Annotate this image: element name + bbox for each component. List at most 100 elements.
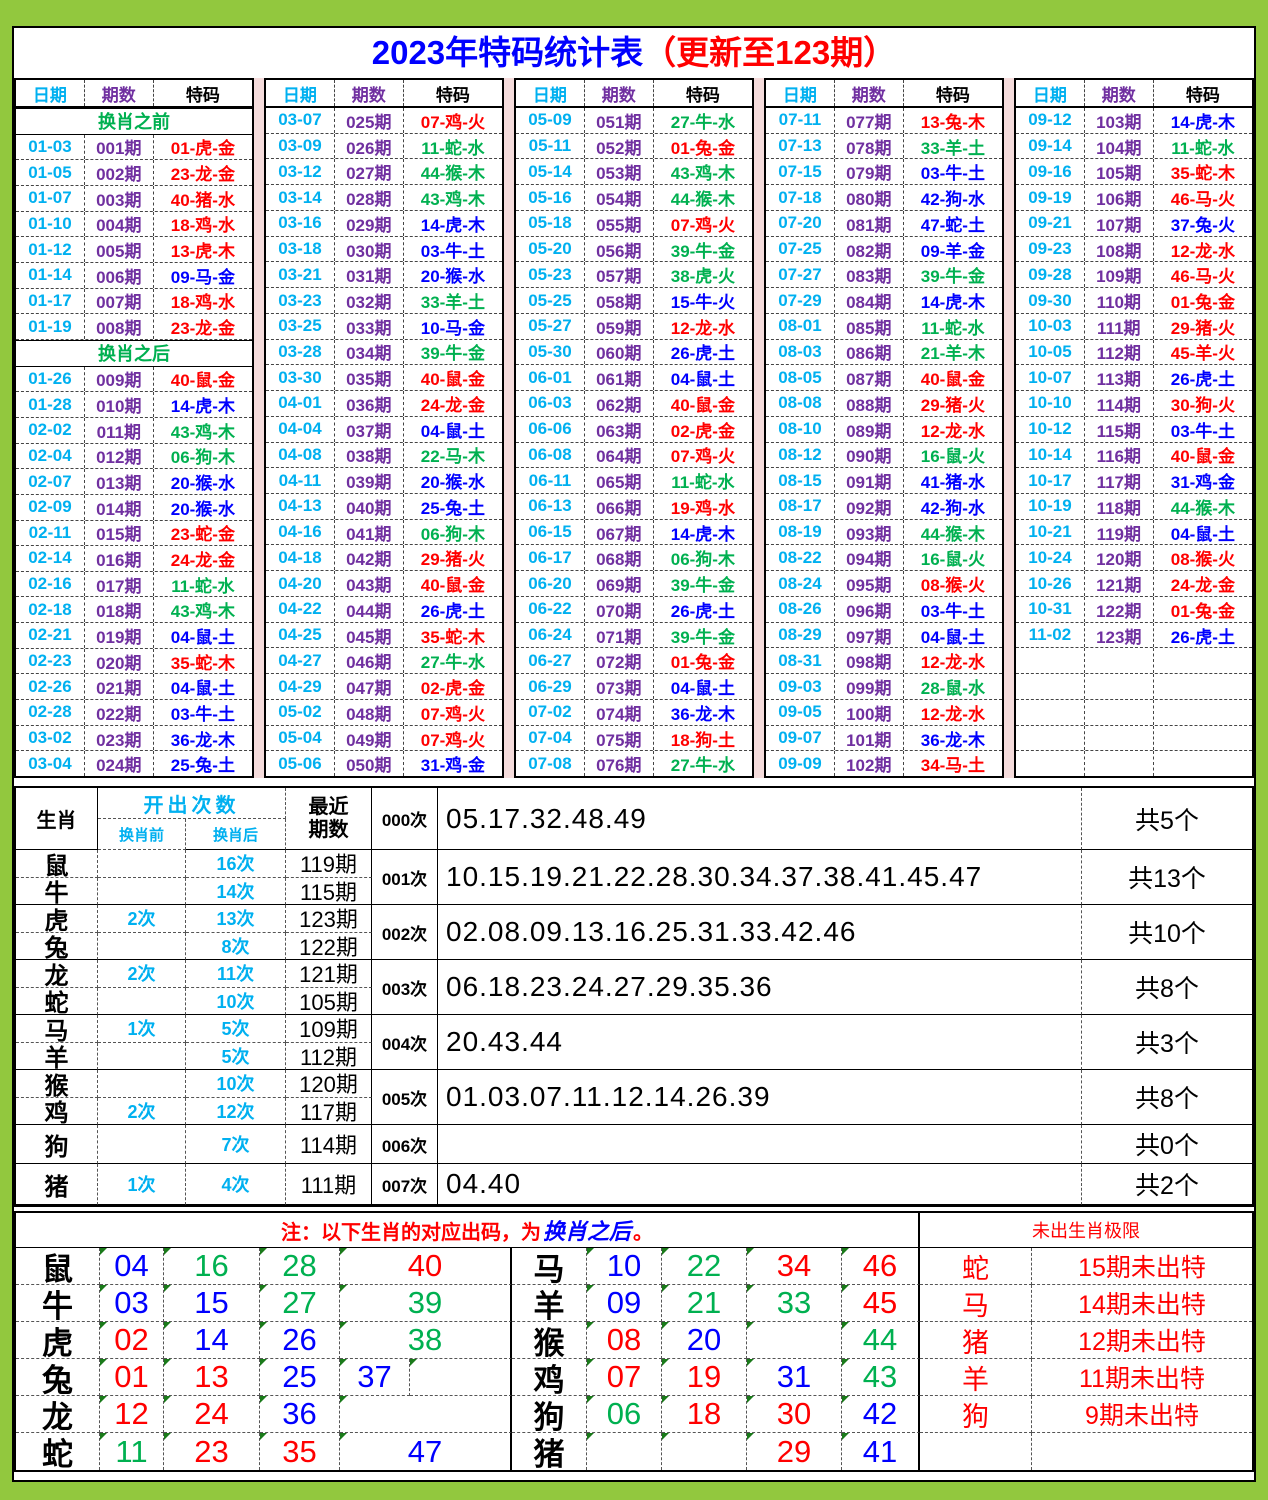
period-cell: 076期: [585, 751, 654, 777]
code-cell: 39-牛-金: [920, 267, 985, 287]
period-cell: 048期: [335, 699, 404, 725]
map-number-cell: 41: [842, 1433, 920, 1470]
period-cell: 041期: [335, 519, 404, 545]
code-cell: 15-牛-火: [670, 293, 735, 313]
numbers-list: 20.43.44: [438, 1015, 1082, 1070]
draw-row: 10-26 121期 24-龙-金: [1016, 571, 1252, 597]
date-cell: 03-18: [266, 236, 335, 262]
draw-row: 03-28 034期 39-牛-金: [266, 339, 502, 366]
period-table: 日期 期数 特码 05-09 051期 27-牛-水 05-11 052期 01…: [514, 78, 754, 778]
draw-row: 06-29 073期 04-鼠-土: [516, 674, 752, 700]
map-number-cell: 10: [587, 1248, 662, 1285]
period-cell: 107期: [1085, 210, 1154, 236]
date-cell: 06-13: [516, 494, 585, 519]
draw-row: 03-30 035期 40-鼠-金: [266, 365, 502, 392]
draw-row: 07-11 077期 13-兔-木: [766, 108, 1002, 134]
limit-zodiac: 猪: [920, 1322, 1032, 1359]
code-cell: 11-蛇-水: [921, 318, 985, 338]
draw-row: 02-23 020期 35-蛇-木: [16, 648, 252, 675]
code-cell: 35-蛇-木: [170, 653, 235, 673]
draw-row: 04-29 047期 02-虎-金: [266, 674, 502, 700]
period-cell: 065期: [585, 468, 654, 494]
map-number-cell: 20: [662, 1322, 747, 1359]
map-number-cell: 22: [662, 1248, 747, 1285]
period-cell: 022期: [85, 700, 154, 725]
date-cell: 02-28: [16, 700, 85, 725]
draw-row: 10-19 118期 44-猴-木: [1016, 494, 1252, 520]
code-cell: 10-马-金: [420, 318, 485, 338]
period-cell: 024期: [85, 751, 154, 777]
date-cell: 04-20: [266, 571, 335, 596]
date-cell: 09-21: [1016, 210, 1085, 236]
period-cell: 116期: [1085, 442, 1154, 468]
period-cell: 029期: [335, 210, 404, 236]
period-cell: 112期: [1085, 339, 1154, 365]
date-cell: 04-13: [266, 494, 335, 519]
period-cell: 001期: [85, 134, 154, 160]
draw-row: 02-26 021期 04-鼠-土: [16, 674, 252, 701]
date-cell: 08-29: [766, 622, 835, 648]
date-cell: 10-26: [1016, 571, 1085, 596]
period-cell: 027期: [335, 159, 404, 185]
date-cell: 03-25: [266, 313, 335, 339]
date-cell: 06-11: [516, 468, 585, 494]
map-number-cell: 34: [747, 1248, 842, 1285]
stats-zodiac-cell: 马: [16, 1015, 98, 1043]
code-cell: 30-狗-火: [1170, 395, 1235, 415]
date-cell: 06-15: [516, 519, 585, 545]
date-cell: 07-29: [766, 288, 835, 313]
code-cell: 39-牛-金: [670, 241, 735, 261]
date-cell: 02-02: [16, 417, 85, 443]
map-zodiac-cell: 龙: [16, 1396, 100, 1433]
period-cell: 064期: [585, 442, 654, 468]
stats-recent-period: 122期: [286, 932, 372, 960]
stats-after-count: 14次: [186, 877, 286, 905]
date-cell: 10-07: [1016, 365, 1085, 391]
code-cell: 07-鸡-火: [420, 112, 485, 132]
code-cell: 25-兔-土: [170, 756, 235, 776]
header-date: 日期: [1016, 80, 1085, 106]
draw-row: 04-18 042期 29-猪-火: [266, 545, 502, 572]
draw-row: 07-18 080期 42-狗-水: [766, 185, 1002, 211]
date-cell: 02-18: [16, 597, 85, 623]
date-cell: 01-17: [16, 288, 85, 314]
code-cell: 43-鸡-木: [170, 422, 235, 442]
date-cell: 09-05: [766, 699, 835, 725]
code-cell: 03-牛-土: [920, 164, 985, 184]
code-cell: 13-兔-木: [920, 112, 985, 132]
draw-row: 07-29 084期 14-虎-木: [766, 288, 1002, 314]
draw-row: 02-28 022期 03-牛-土: [16, 700, 252, 726]
stats-recent-period: 109期: [286, 1015, 372, 1043]
code-cell: 39-牛-金: [670, 576, 735, 596]
code-cell: 04-鼠-土: [170, 627, 235, 647]
date-cell: 08-31: [766, 648, 835, 674]
limit-zodiac: 蛇: [920, 1248, 1032, 1285]
code-cell: 26-虎-土: [1170, 627, 1235, 647]
map-number-cell: 28: [260, 1248, 340, 1285]
draw-row: 03-21 031期 20-猴-水: [266, 262, 502, 289]
code-cell: 45-羊-火: [1170, 344, 1235, 364]
period-cell: 098期: [835, 648, 904, 674]
map-number-cell: 27: [260, 1285, 340, 1322]
date-cell: 05-02: [266, 699, 335, 725]
date-cell: 07-18: [766, 185, 835, 210]
code-cell: 36-龙-木: [170, 730, 235, 750]
stats-zodiac-cell: 狗: [16, 1125, 98, 1164]
map-zodiac-cell: 鼠: [16, 1248, 100, 1285]
code-cell: 42-狗-水: [920, 498, 985, 518]
header-code: 特码: [685, 85, 720, 105]
map-number-cell: 43: [842, 1359, 920, 1396]
period-cell: 005期: [85, 237, 154, 262]
draw-row: 01-12 005期 13-虎-木: [16, 237, 252, 263]
code-cell: 08-猴-火: [920, 576, 985, 596]
header-date: 日期: [766, 80, 835, 106]
code-cell: 38-虎-火: [670, 267, 735, 287]
draw-row: 07-20 081期 47-蛇-土: [766, 210, 1002, 237]
draw-row: 04-22 044期 26-虎-土: [266, 596, 502, 623]
period-cell: 030期: [335, 236, 404, 262]
stats-section: 生肖 开出次数 换肖前 换肖后 最近 期数鼠 16次 119期牛 14次 115期虎 2次 13次 1…: [14, 786, 1254, 1207]
draw-row: 06-06 063期 02-虎-金: [516, 416, 752, 443]
period-cell: 091期: [835, 468, 904, 494]
table-header-row: 日期 期数 特码: [266, 80, 502, 108]
period-cell: 084期: [835, 288, 904, 313]
